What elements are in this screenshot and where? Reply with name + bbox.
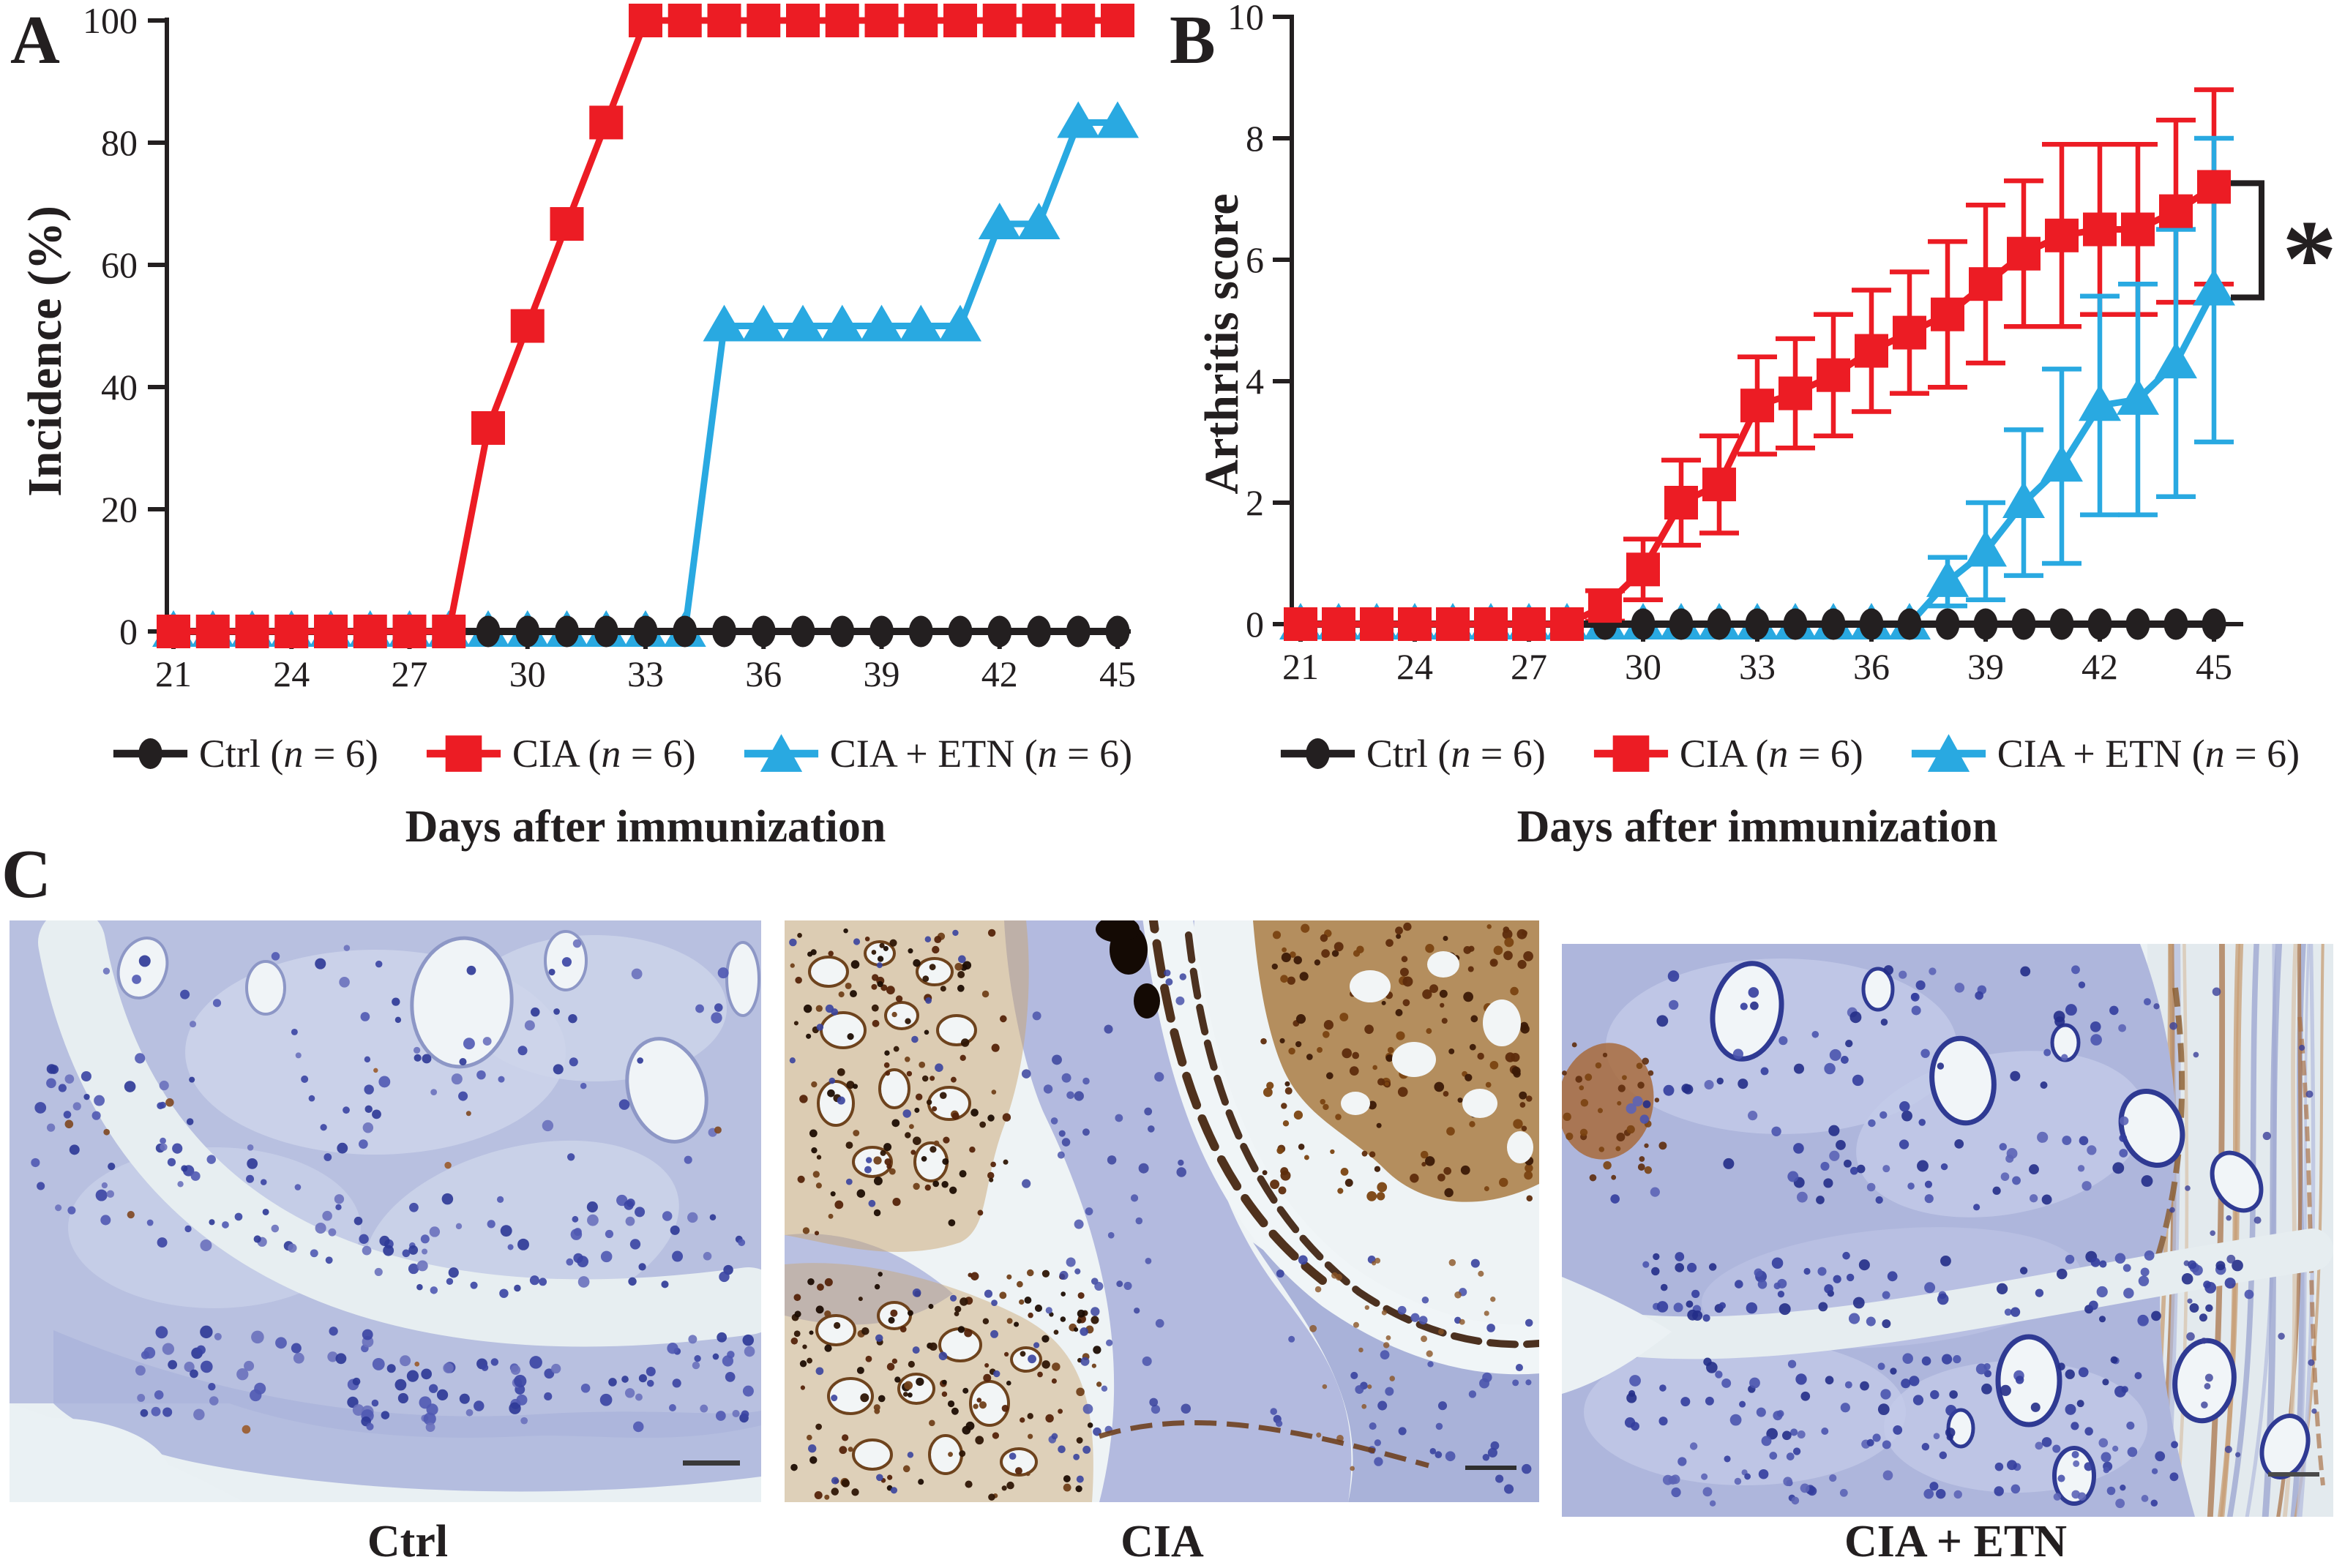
incidence-series-cia-etn bbox=[152, 101, 1139, 647]
svg-text:20: 20 bbox=[101, 489, 138, 530]
incidence-axes: 0 20 40 60 80 100 21 24 27 30 33 36 39 42 45 bbox=[83, 0, 1136, 694]
cia-etn-marker-icon bbox=[1911, 734, 1986, 772]
cia-marker-icon bbox=[426, 735, 501, 772]
svg-text:27: 27 bbox=[392, 653, 428, 694]
svg-text:45: 45 bbox=[1099, 653, 1136, 694]
panel-c-letter: C bbox=[1, 836, 51, 912]
histology-image-cia-etn bbox=[1562, 944, 2333, 1517]
legend-label-cia-etn: CIA + ETN (n = 6) bbox=[1997, 732, 2300, 776]
svg-text:21: 21 bbox=[1282, 646, 1319, 687]
panel-b-x-axis-title: Days after immunization bbox=[1516, 802, 1998, 852]
panel-b-legend: Ctrl (n = 6) CIA (n = 6) CIA + ETN (n = 6) bbox=[1249, 723, 2330, 784]
histology-caption-cia-etn: CIA + ETN bbox=[1844, 1517, 2068, 1567]
legend-label-cia: CIA (n = 6) bbox=[1679, 732, 1863, 776]
panel-a-letter: A bbox=[10, 2, 60, 78]
svg-text:30: 30 bbox=[1625, 646, 1661, 687]
cia-etn-marker-icon bbox=[744, 734, 818, 772]
svg-text:2: 2 bbox=[1246, 482, 1264, 523]
svg-text:0: 0 bbox=[119, 611, 138, 652]
svg-text:42: 42 bbox=[981, 653, 1018, 694]
histology-caption-ctrl: Ctrl bbox=[367, 1517, 449, 1567]
svg-text:33: 33 bbox=[1739, 646, 1776, 687]
svg-text:8: 8 bbox=[1246, 118, 1264, 159]
svg-text:4: 4 bbox=[1246, 361, 1264, 402]
svg-text:100: 100 bbox=[83, 0, 138, 41]
legend-item-cia-etn: CIA + ETN (n = 6) bbox=[1910, 730, 2300, 777]
svg-text:40: 40 bbox=[101, 367, 138, 408]
svg-text:0: 0 bbox=[1246, 604, 1264, 645]
legend-item-ctrl: Ctrl (n = 6) bbox=[112, 730, 378, 777]
histology-caption-cia: CIA bbox=[1121, 1517, 1204, 1567]
legend-label-cia: CIA (n = 6) bbox=[512, 732, 696, 776]
ctrl-marker-icon bbox=[1280, 738, 1355, 769]
legend-label-cia-etn: CIA + ETN (n = 6) bbox=[829, 732, 1133, 776]
chart-incidence: 0 20 40 60 80 100 21 24 27 30 33 36 39 42 45 bbox=[83, 0, 1139, 694]
svg-text:36: 36 bbox=[745, 653, 782, 694]
svg-text:30: 30 bbox=[509, 653, 546, 694]
svg-text:27: 27 bbox=[1511, 646, 1547, 687]
ctrl-marker-icon bbox=[113, 738, 187, 769]
svg-text:39: 39 bbox=[864, 653, 900, 694]
svg-text:80: 80 bbox=[101, 122, 138, 163]
svg-text:10: 10 bbox=[1227, 0, 1264, 37]
panel-a-x-axis-title: Days after immunization bbox=[405, 802, 886, 852]
svg-text:39: 39 bbox=[1967, 646, 2004, 687]
arthritis-score-series-cia bbox=[1284, 170, 2231, 641]
panel-b-y-axis-title: Arthritis score bbox=[1195, 193, 1249, 495]
svg-text:21: 21 bbox=[155, 653, 192, 694]
histology-image-ctrl bbox=[10, 920, 761, 1502]
svg-text:36: 36 bbox=[1853, 646, 1890, 687]
cia-marker-icon bbox=[1593, 735, 1668, 772]
legend-item-ctrl: Ctrl (n = 6) bbox=[1279, 730, 1546, 777]
arthritis-score-significance: ** bbox=[2231, 180, 2334, 319]
histology-image-cia bbox=[785, 920, 1539, 1502]
panel-a-y-axis-title: Incidence (%) bbox=[18, 206, 72, 497]
legend-item-cia-etn: CIA + ETN (n = 6) bbox=[743, 730, 1132, 777]
svg-text:45: 45 bbox=[2196, 646, 2232, 687]
svg-text:60: 60 bbox=[101, 244, 138, 285]
svg-text:6: 6 bbox=[1246, 239, 1264, 280]
svg-text:24: 24 bbox=[273, 653, 310, 694]
svg-text:33: 33 bbox=[627, 653, 664, 694]
legend-label-ctrl: Ctrl (n = 6) bbox=[1366, 732, 1546, 776]
legend-label-ctrl: Ctrl (n = 6) bbox=[198, 732, 378, 776]
svg-text:42: 42 bbox=[2081, 646, 2118, 687]
incidence-series-cia bbox=[157, 4, 1134, 648]
svg-text:24: 24 bbox=[1396, 646, 1433, 687]
legend-item-cia: CIA (n = 6) bbox=[425, 730, 696, 777]
svg-text:**: ** bbox=[2282, 198, 2334, 319]
panel-a-legend: Ctrl (n = 6) CIA (n = 6) CIA + ETN (n = 6) bbox=[102, 723, 1142, 784]
panel-b-letter: B bbox=[1170, 2, 1216, 78]
legend-item-cia: CIA (n = 6) bbox=[1593, 730, 1863, 777]
